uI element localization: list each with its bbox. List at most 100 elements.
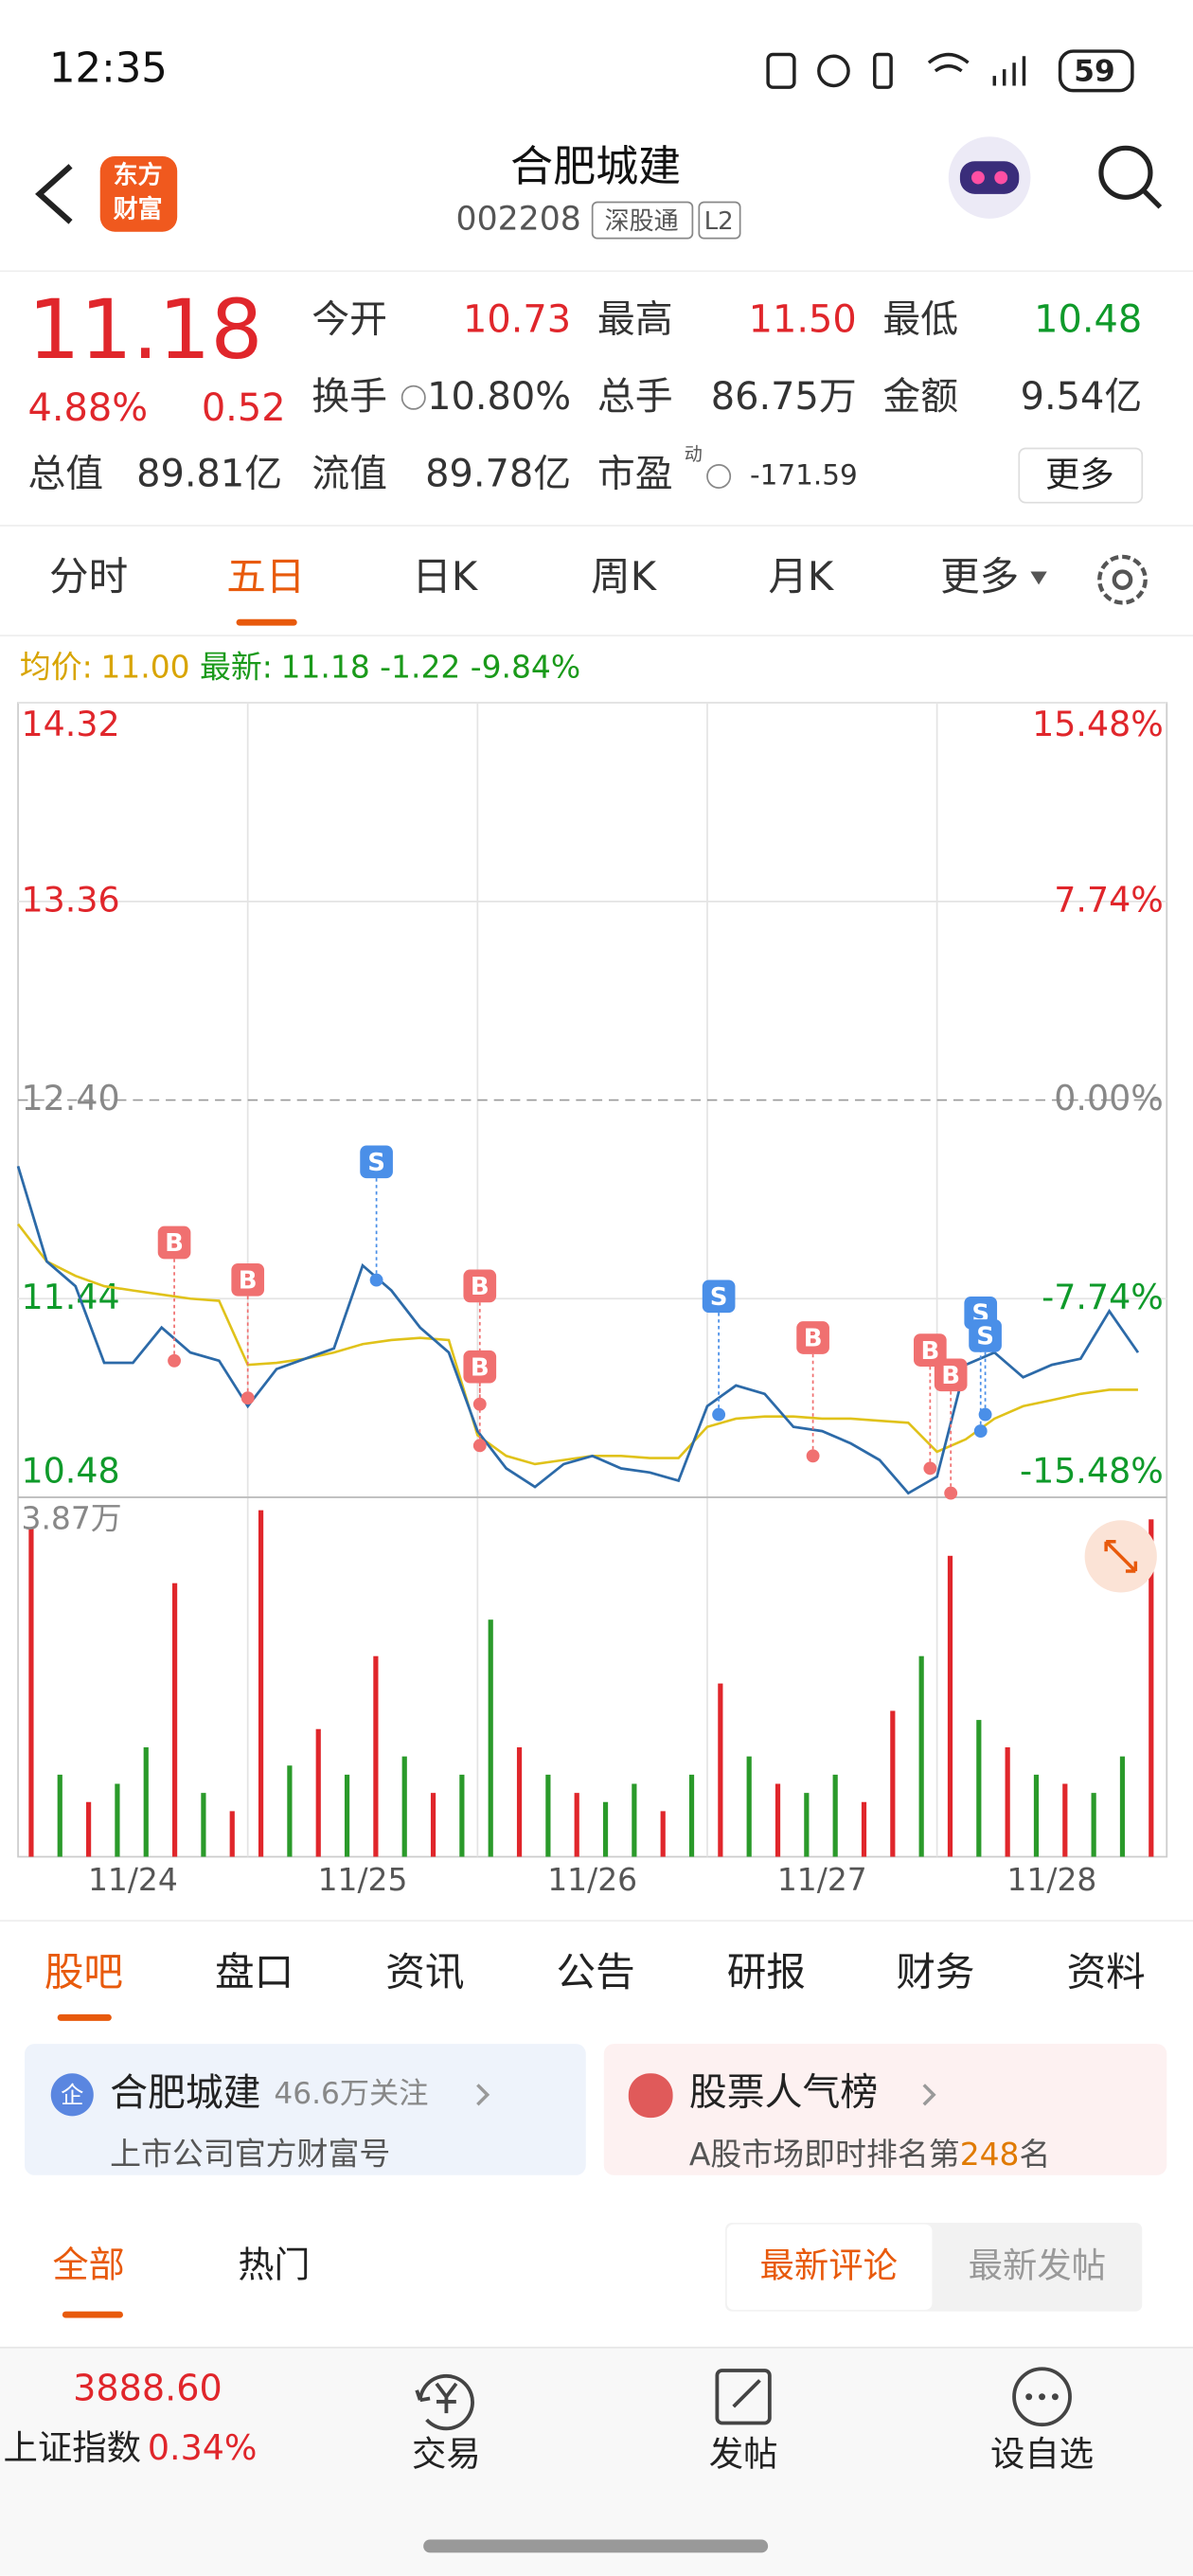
field-label: 总值 [27, 452, 103, 495]
x-tick-label: 11/24 [88, 1861, 178, 1898]
volume-bar [57, 1774, 62, 1857]
volume-bar [287, 1765, 293, 1857]
annotation-badge [360, 1145, 393, 1179]
volume-bar [258, 1510, 264, 1857]
period-tab[interactable]: 更多 [940, 553, 1019, 599]
search-button[interactable] [1098, 145, 1163, 209]
rank-card[interactable] [603, 2044, 1167, 2175]
volume-bar [947, 1555, 953, 1857]
period-tab[interactable]: 月K [768, 553, 835, 599]
more-dots [1025, 2393, 1059, 2401]
field-label: 总手 [597, 375, 673, 419]
section-tab[interactable]: 盘口 [215, 1948, 294, 1995]
volume-bar [574, 1793, 579, 1857]
section-tab[interactable]: 研报 [727, 1948, 806, 1995]
section-tab[interactable]: 财务 [896, 1948, 974, 1995]
section-tab[interactable]: 公告 [557, 1948, 635, 1995]
home-indicator [423, 2539, 769, 2553]
annotation-label: S [367, 1149, 385, 1177]
status-icons [766, 49, 1134, 93]
annotation-badge [157, 1225, 191, 1260]
annotation-badge [934, 1358, 968, 1392]
nav-item[interactable]: 发帖 [709, 2434, 778, 2475]
price: 11.18 [27, 283, 262, 378]
company-card[interactable] [24, 2044, 586, 2175]
volume-bar [1119, 1756, 1126, 1857]
card-title-text: 合肥城建 [110, 2070, 260, 2114]
info-icon[interactable] [401, 385, 426, 410]
volume-bar [804, 1793, 810, 1857]
badge-text: 企 [61, 2082, 83, 2109]
nav-item[interactable]: 交易 [412, 2434, 481, 2475]
x-tick-label: 11/28 [1007, 1861, 1097, 1898]
card-sub: A股市场即时排名第248名 [689, 2135, 1051, 2172]
annotation-badge [463, 1350, 497, 1384]
period-tab[interactable]: 周K [591, 553, 658, 599]
y-tick-label: 10.48 [22, 1450, 120, 1491]
annotation-label: B [804, 1325, 823, 1353]
field-label: 金额 [882, 375, 958, 419]
stock-name: 合肥城建 [510, 141, 681, 191]
y-tick-label: 14.32 [22, 704, 120, 744]
field-value: 11.50 [749, 298, 857, 342]
annotation-dot [369, 1273, 383, 1287]
tag: L2 [704, 207, 734, 236]
period-tabs: 分时 五日 日K 周K 月K 更多 [49, 553, 1019, 626]
volume-bar [171, 1583, 178, 1857]
volume-bar [459, 1774, 465, 1857]
filter-tab[interactable]: 全部 [52, 2244, 124, 2285]
index-pct: 0.34% [148, 2427, 258, 2468]
filter-tab[interactable]: 热门 [238, 2244, 310, 2285]
annotation-dot [944, 1486, 958, 1500]
tag: 深股通 [605, 207, 679, 236]
rank-icon [628, 2073, 673, 2119]
annotation-badge [969, 1319, 1002, 1352]
period-tab[interactable]: 五日 [226, 553, 305, 599]
more-button[interactable] [1018, 447, 1144, 504]
volume-bar [373, 1655, 379, 1857]
volume-bar [890, 1710, 896, 1857]
field-value: 89.81亿 [136, 452, 282, 495]
volume-bar [1062, 1783, 1068, 1857]
y2-tick-label: -15.48% [1020, 1450, 1164, 1491]
volume-bar [688, 1774, 695, 1857]
change-pct: 4.88% [27, 386, 148, 430]
volume-bar [516, 1746, 523, 1857]
active-indicator [57, 2013, 112, 2021]
field-label: 最低 [882, 298, 958, 342]
section-tab[interactable]: 资讯 [385, 1948, 464, 1995]
assistant-avatar[interactable] [948, 136, 1031, 219]
card-sub-text: 名 [1020, 2135, 1051, 2172]
card-title: 合肥城建 46.6万关注 [110, 2070, 428, 2114]
settings-button[interactable] [1097, 554, 1148, 605]
legend-change-pct: -9.84% [471, 648, 580, 685]
volume-bar [718, 1683, 723, 1857]
nav-item[interactable]: 设自选 [990, 2434, 1094, 2475]
index-value[interactable]: 3888.60 [73, 2367, 223, 2408]
annotation-dot [973, 1424, 988, 1439]
sort-option[interactable]: 最新评论 [759, 2245, 898, 2285]
logo-text: 财富 [114, 195, 163, 224]
volume-bar [430, 1793, 436, 1857]
badge [50, 2073, 94, 2117]
annotation-label: B [471, 1273, 490, 1301]
chart-legend: 均价: 11.00 最新: 11.18 -1.22 -9.84% [20, 648, 580, 685]
volume-bar [143, 1746, 149, 1857]
status-time: 12:35 [49, 45, 168, 92]
stock-code: 002208 [456, 201, 581, 239]
annotation-badge [914, 1333, 947, 1367]
more-label: 更多 [1045, 454, 1114, 494]
back-button[interactable] [35, 164, 73, 224]
volume-bar [976, 1720, 982, 1857]
section-tab[interactable]: 资料 [1067, 1948, 1146, 1995]
volume-bar [315, 1728, 321, 1857]
y2-tick-label: 0.00% [1054, 1078, 1164, 1118]
section-tab[interactable]: 股吧 [45, 1948, 123, 1995]
period-tab[interactable]: 日K [412, 553, 479, 599]
sort-option[interactable]: 最新发帖 [969, 2245, 1107, 2285]
volume-bar [861, 1801, 867, 1857]
period-tab[interactable]: 分时 [49, 553, 128, 599]
volume-bar [918, 1655, 924, 1857]
info-icon[interactable] [706, 463, 732, 489]
